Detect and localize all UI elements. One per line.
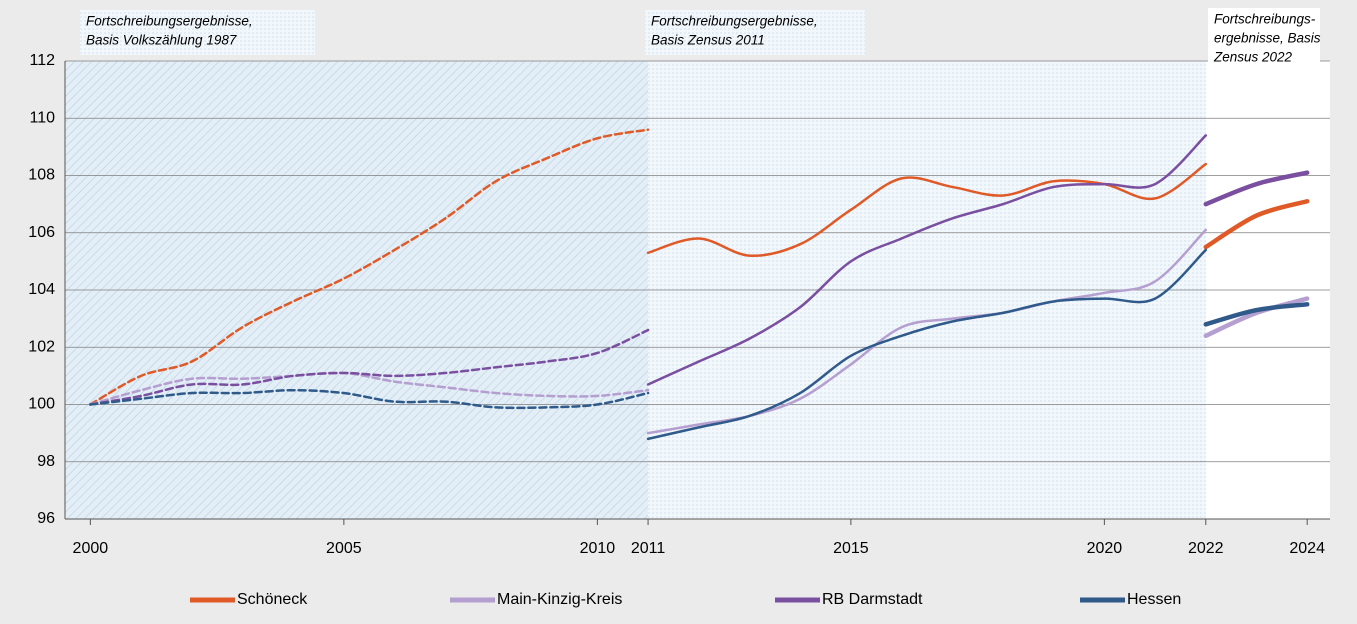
x-tick-label: 2024 [1289, 540, 1325, 557]
y-tick-label: 106 [28, 224, 55, 241]
line [1203, 199, 1310, 250]
annotation-box [1208, 8, 1320, 70]
x-tick-label: 2015 [833, 540, 869, 557]
y-tick-label: 100 [28, 396, 55, 413]
line [89, 371, 650, 406]
x-tick-label: 2005 [326, 540, 362, 557]
line [89, 388, 650, 410]
y-tick-label: 110 [29, 109, 55, 126]
y-tick-label: 104 [28, 281, 55, 298]
x-tick-label: 2020 [1087, 540, 1123, 557]
annotation: Fortschreibungsergebnisse, [651, 14, 818, 29]
line [1203, 302, 1310, 327]
annotation: Basis Zensus 2011 [651, 33, 765, 48]
annotation: Fortschreibungs- [1214, 12, 1316, 27]
legend-label: Main-Kinzig-Kreis [497, 591, 622, 608]
y-tick-label: 102 [28, 338, 55, 355]
y-tick-label: 108 [28, 167, 55, 184]
line [1203, 170, 1310, 207]
annotation-box [645, 10, 865, 55]
line [89, 328, 650, 406]
y-tick-label: 112 [29, 52, 55, 69]
line [646, 134, 1208, 386]
line [89, 128, 650, 406]
line [1203, 296, 1310, 339]
legend-label: Hessen [1127, 591, 1181, 608]
x-tick-label: 2022 [1188, 540, 1224, 557]
legend-label: Schöneck [237, 591, 308, 608]
line [646, 248, 1208, 441]
legend-label: RB Darmstadt [822, 591, 923, 608]
y-tick-label: 96 [37, 510, 55, 527]
annotation-box [80, 10, 315, 55]
x-tick-label: 2011 [631, 540, 666, 557]
annotation: Zensus 2022 [1213, 50, 1293, 65]
y-tick-label: 98 [37, 453, 55, 470]
x-tick-label: 2000 [73, 540, 109, 557]
x-tick-label: 2010 [580, 540, 616, 557]
annotation: Basis Volkszählung 1987 [86, 33, 237, 48]
annotation: ergebnisse, Basis [1214, 31, 1321, 46]
annotation: Fortschreibungsergebnisse, [86, 14, 253, 29]
